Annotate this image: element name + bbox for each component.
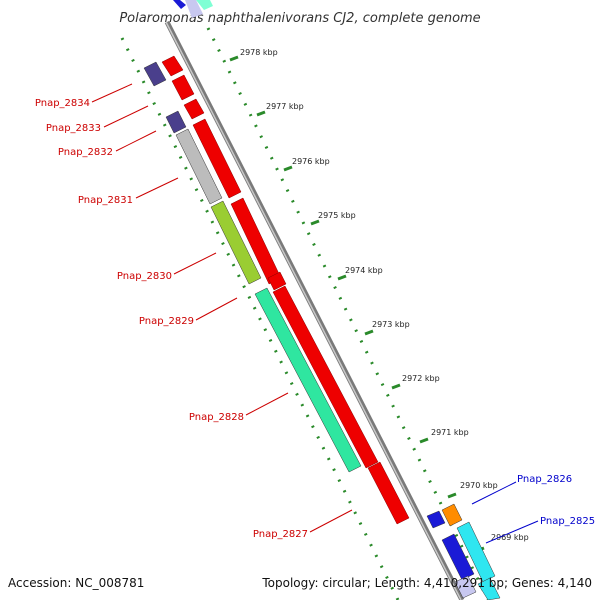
leader-line — [309, 509, 353, 533]
scale-tick — [364, 329, 374, 336]
scale-label: 2974 kbp — [345, 266, 383, 275]
gene-label-pnap-2826[interactable]: Pnap_2826 — [517, 474, 572, 485]
leader-line — [135, 177, 179, 199]
top-features — [173, 0, 213, 18]
gene-feature[interactable] — [183, 98, 205, 120]
gene-feature[interactable] — [254, 287, 362, 473]
gene-feature[interactable] — [165, 110, 187, 134]
leader-line — [485, 520, 539, 544]
gene-label-pnap-2827[interactable]: Pnap_2827 — [253, 529, 308, 540]
gene-feature[interactable] — [267, 271, 287, 291]
gene-label-pnap-2832[interactable]: Pnap_2832 — [58, 147, 113, 158]
gene-feature[interactable] — [441, 503, 463, 527]
genome-backbone-highlight — [165, 21, 462, 600]
gene-feature[interactable] — [426, 510, 446, 529]
gene-label-pnap-2829[interactable]: Pnap_2829 — [139, 316, 194, 327]
leader-line — [471, 481, 517, 505]
leader-line — [103, 105, 149, 128]
leader-line — [91, 83, 133, 103]
gene-feature-aqua-top[interactable] — [196, 0, 213, 10]
leader-line — [195, 297, 238, 321]
scale-label: 2969 kbp — [491, 533, 529, 542]
scale-tick — [283, 165, 293, 172]
bottom-features — [426, 503, 501, 600]
genome-stats-text: Topology: circular; Length: 4,410,291 bp… — [261, 576, 592, 590]
gene-feature[interactable] — [192, 118, 242, 199]
gene-feature[interactable] — [454, 575, 477, 599]
gene-feature[interactable] — [441, 533, 475, 581]
gene-feature[interactable] — [175, 128, 223, 205]
gene-feature-lavender-top[interactable] — [185, 0, 203, 18]
gene-label-pnap-2825[interactable]: Pnap_2825 — [540, 516, 595, 527]
gene-label-pnap-2831[interactable]: Pnap_2831 — [78, 195, 133, 206]
scale-tick — [310, 219, 320, 226]
map-title: Polaromonas naphthalenivorans CJ2, compl… — [119, 11, 480, 26]
scale-label: 2971 kbp — [431, 428, 469, 437]
scale-tick — [419, 437, 429, 444]
scale-label: 2973 kbp — [372, 320, 410, 329]
scale-label: 2977 kbp — [266, 102, 304, 111]
gene-feature[interactable] — [367, 461, 410, 525]
scale-tick — [337, 274, 347, 281]
gene-label-pnap-2830[interactable]: Pnap_2830 — [117, 271, 172, 282]
inner-dotted-ring — [120, 37, 400, 600]
gene-feature[interactable] — [456, 521, 496, 583]
gene-feature[interactable] — [272, 285, 379, 469]
scale-tick — [256, 110, 266, 117]
scale-tick — [391, 383, 401, 390]
genome-backbone — [164, 20, 465, 600]
accession-text: Accession: NC_008781 — [8, 576, 144, 590]
scale-label: 2976 kbp — [292, 157, 330, 166]
scale-label: 2975 kbp — [318, 211, 356, 220]
scale-label: 2978 kbp — [240, 48, 278, 57]
gene-label-pnap-2833[interactable]: Pnap_2833 — [46, 123, 101, 134]
scale-label: 2972 kbp — [402, 374, 440, 383]
scale-tick — [229, 55, 239, 62]
gene-label-pnap-2828[interactable]: Pnap_2828 — [189, 412, 244, 423]
gene-feature[interactable] — [171, 74, 195, 101]
gene-feature[interactable] — [477, 577, 501, 600]
leader-line — [245, 392, 289, 416]
leader-line — [115, 130, 157, 152]
leader-lines — [91, 83, 539, 544]
gene-feature[interactable] — [143, 61, 167, 87]
reverse-strand-genes — [143, 61, 362, 473]
scale-tick — [447, 492, 457, 499]
gene-feature[interactable] — [210, 200, 262, 285]
gene-feature[interactable] — [161, 55, 184, 77]
leader-line — [173, 252, 217, 275]
gene-feature-blue-top[interactable] — [173, 0, 186, 9]
forward-strand-genes — [161, 55, 410, 525]
gene-labels: Pnap_2834 Pnap_2833 Pnap_2832 Pnap_2831 … — [35, 98, 595, 540]
gene-label-pnap-2834[interactable]: Pnap_2834 — [35, 98, 90, 109]
scale-label: 2970 kbp — [460, 481, 498, 490]
